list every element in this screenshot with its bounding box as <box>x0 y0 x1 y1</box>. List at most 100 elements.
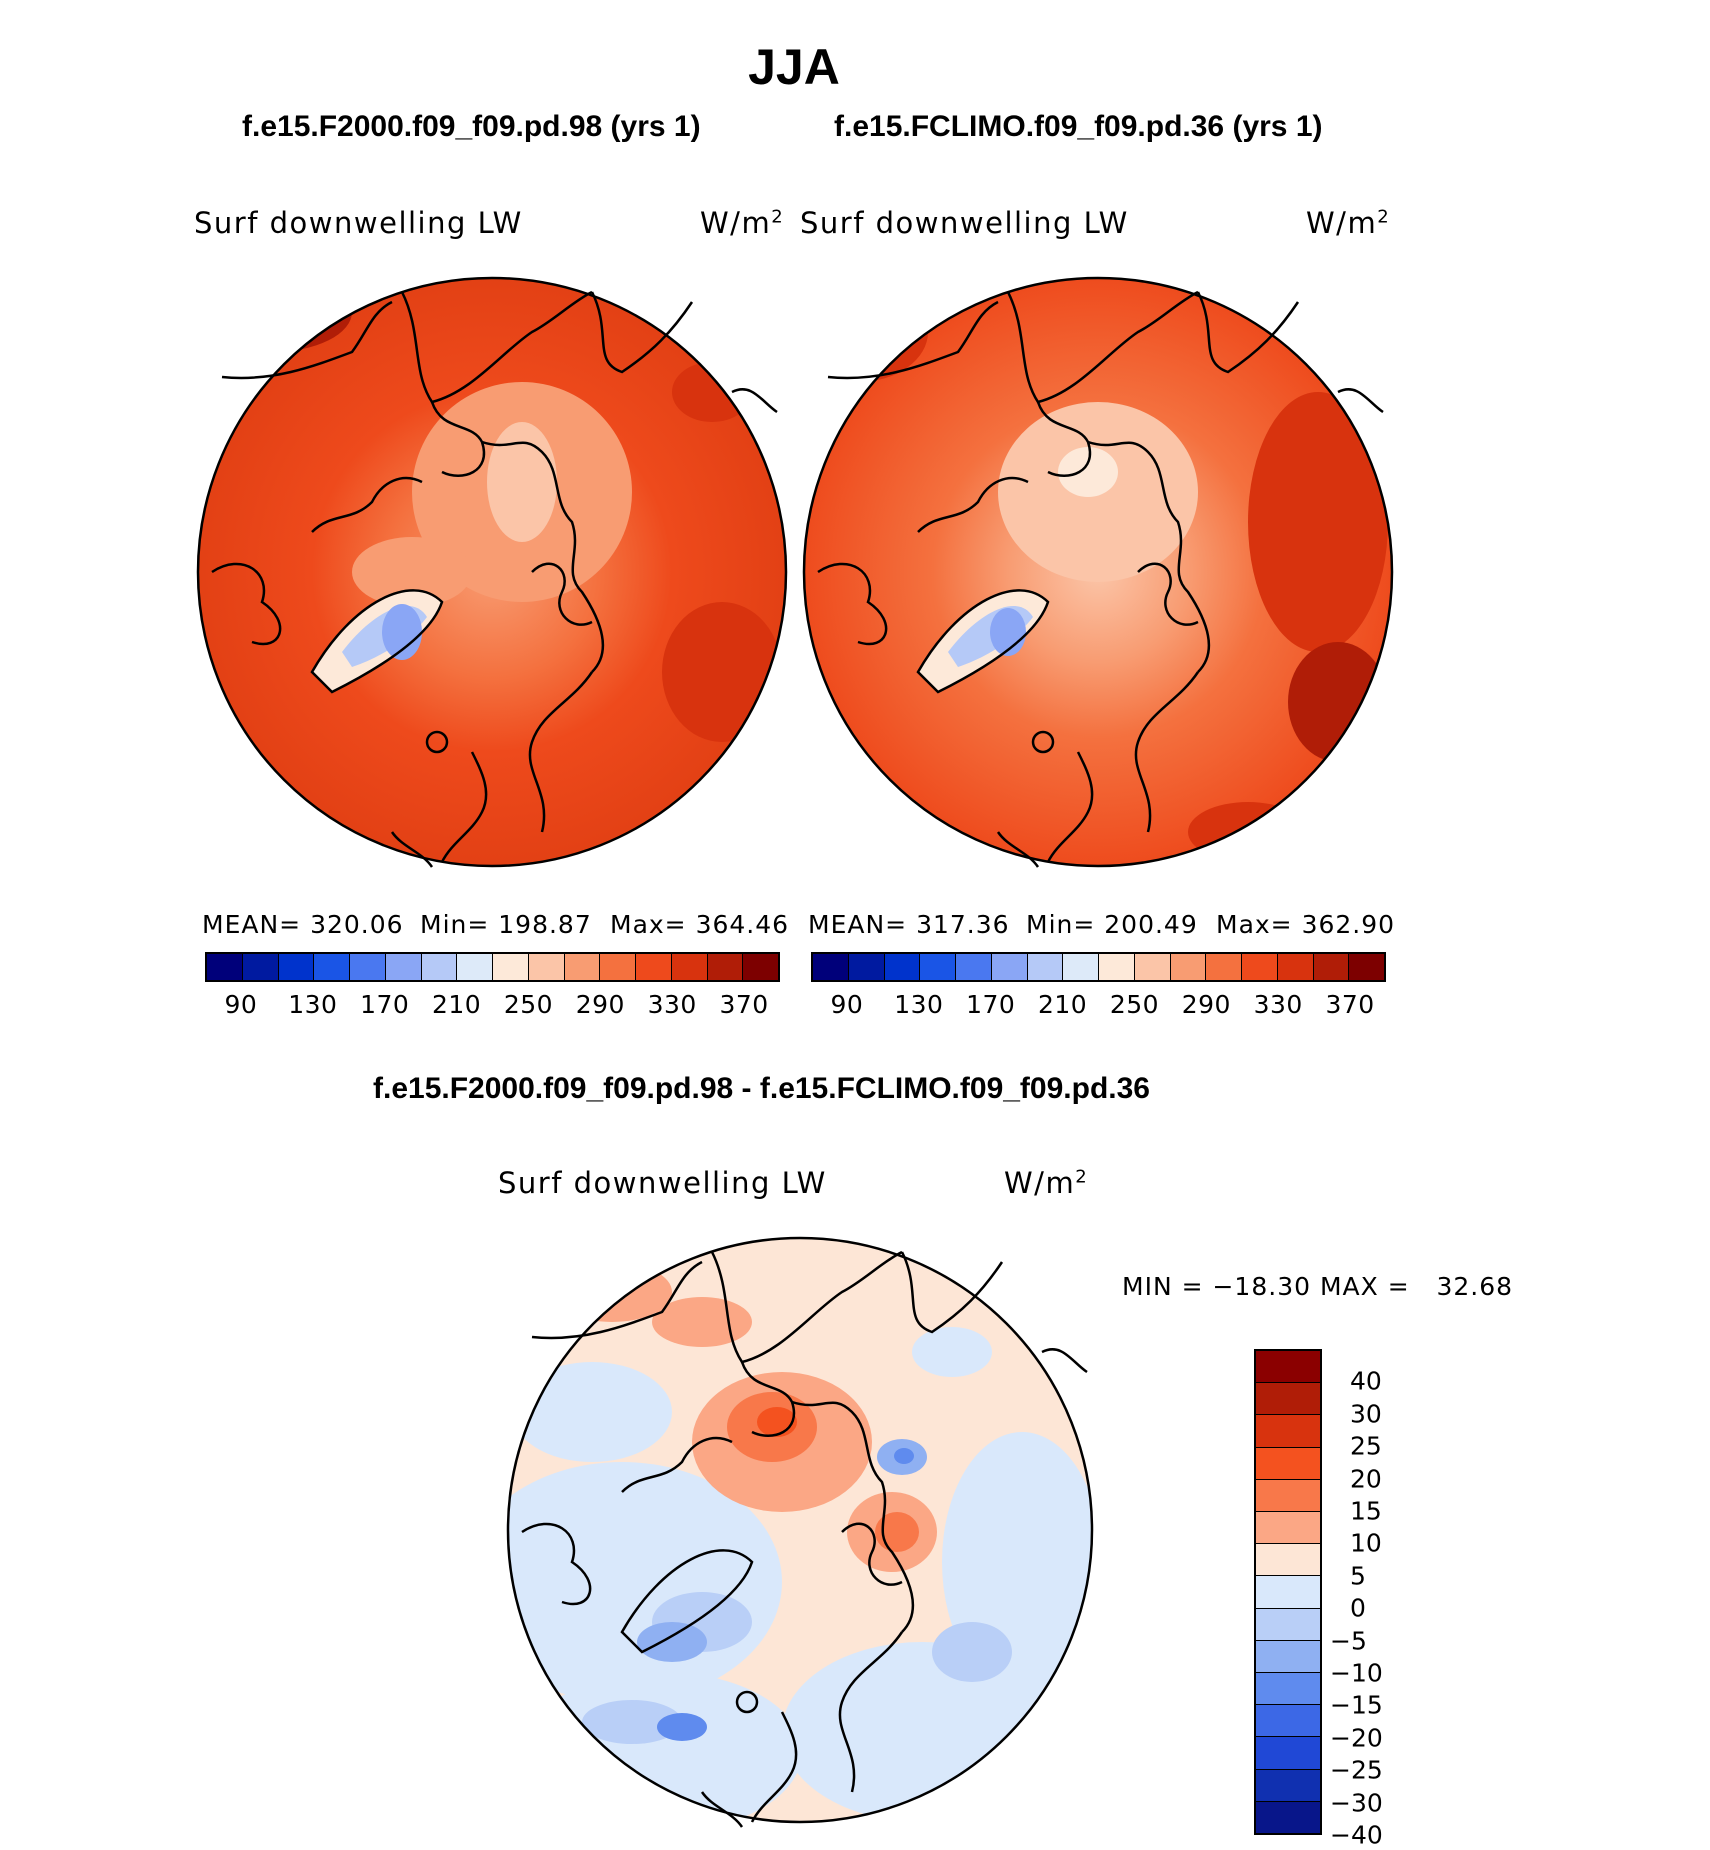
colorbar-tick-label: 30 <box>1350 1399 1382 1429</box>
colorbar-box <box>636 954 672 980</box>
colorbar-tick-label: 210 <box>1037 990 1088 1019</box>
colorbar-box <box>1349 954 1384 980</box>
colorbar-tick-label: 250 <box>1109 990 1160 1019</box>
colorbar-box <box>1256 1705 1320 1738</box>
colorbar-tick-label: 170 <box>966 990 1016 1019</box>
colorbar-tick-label: −5 <box>1330 1626 1367 1656</box>
colorbar-tick-label: 130 <box>288 990 338 1019</box>
colorbar-tick-label: −30 <box>1330 1788 1383 1818</box>
panel2-units: W/m2 <box>1306 206 1391 240</box>
colorbar-box <box>813 954 849 980</box>
colorbar-box <box>920 954 956 980</box>
colorbar-tick-label: 5 <box>1350 1561 1366 1591</box>
colorbar-tick-label: 250 <box>503 990 554 1019</box>
colorbar-box <box>314 954 350 980</box>
colorbar-box <box>743 954 778 980</box>
diff-coastlines <box>521 1250 1088 1828</box>
colorbar-box <box>1256 1801 1320 1834</box>
colorbar-tick-label: 15 <box>1350 1496 1382 1526</box>
colorbar-box <box>1242 954 1278 980</box>
panel2-min: Min= 200.49 <box>1026 910 1198 939</box>
colorbar-tick-label: 0 <box>1350 1593 1366 1623</box>
colorbar-box <box>242 954 279 980</box>
colorbar-box <box>1256 1512 1320 1545</box>
colorbar-box <box>564 954 601 980</box>
colorbar-tick-label: 330 <box>647 990 697 1019</box>
panel1-colorbar <box>205 952 780 982</box>
colorbar-box <box>1134 954 1171 980</box>
colorbar-box <box>207 954 243 980</box>
colorbar-box <box>1256 1608 1320 1641</box>
colorbar-box <box>1256 1447 1320 1480</box>
colorbar-box <box>1256 1640 1320 1674</box>
colorbar-tick-label: 90 <box>830 990 864 1019</box>
colorbar-box <box>457 954 493 980</box>
colorbar-tick-label: −20 <box>1330 1723 1383 1753</box>
colorbar-tick-label: 330 <box>1253 990 1303 1019</box>
colorbar-box <box>1063 954 1099 980</box>
colorbar-box <box>848 954 885 980</box>
colorbar-tick-label: 210 <box>431 990 482 1019</box>
main-title: JJA <box>748 39 840 95</box>
colorbar-box <box>278 954 315 980</box>
diff-variable-label: Surf downwelling LW <box>498 1166 827 1200</box>
colorbar-box <box>1313 954 1350 980</box>
colorbar-box <box>1256 1737 1320 1770</box>
colorbar-box <box>707 954 744 980</box>
colorbar-tick-label: 40 <box>1350 1366 1382 1396</box>
panel1-coastlines <box>211 290 778 868</box>
panel2-coastlines <box>817 290 1384 868</box>
colorbar-box <box>671 954 708 980</box>
colorbar-box <box>1256 1576 1320 1609</box>
panel2-case-title: f.e15.FCLIMO.f09_f09.pd.36 (yrs 1) <box>834 110 1323 143</box>
colorbar-box <box>421 954 458 980</box>
colorbar-box <box>1256 1415 1320 1448</box>
colorbar-box <box>956 954 992 980</box>
colorbar-box <box>350 954 386 980</box>
colorbar-box <box>1256 1769 1320 1802</box>
panel1-variable-label: Surf downwelling LW <box>194 206 523 240</box>
colorbar-tick-label: 25 <box>1350 1431 1382 1461</box>
panel2-colorbar <box>811 952 1386 982</box>
panel2-polar-map <box>802 276 1394 868</box>
colorbar-tick-label: −25 <box>1330 1755 1383 1785</box>
colorbar-box <box>1256 1544 1320 1577</box>
colorbar-tick-label: 90 <box>224 990 258 1019</box>
panel1-case-title: f.e15.F2000.f09_f09.pd.98 (yrs 1) <box>242 110 701 143</box>
colorbar-tick-label: 20 <box>1350 1464 1382 1494</box>
panel1-mean: MEAN= 320.06 <box>202 910 404 939</box>
colorbar-tick-label: 170 <box>360 990 410 1019</box>
panel1-min: Min= 198.87 <box>420 910 592 939</box>
colorbar-tick-label: 290 <box>575 990 625 1019</box>
colorbar-box <box>1170 954 1207 980</box>
colorbar-box <box>1277 954 1314 980</box>
diff-units: W/m2 <box>1004 1166 1089 1200</box>
panel2-max: Max= 362.90 <box>1216 910 1396 939</box>
diff-minmax: MIN = −18.30 MAX = 32.68 <box>1122 1272 1514 1301</box>
colorbar-tick-label: 130 <box>894 990 944 1019</box>
panel1-polar-map <box>196 276 788 868</box>
colorbar-tick-label: −40 <box>1330 1820 1383 1850</box>
colorbar-tick-label: 370 <box>1325 990 1375 1019</box>
colorbar-tick-label: −15 <box>1330 1690 1383 1720</box>
panel1-units: W/m2 <box>700 206 785 240</box>
colorbar-tick-label: 370 <box>719 990 769 1019</box>
panel1-max: Max= 364.46 <box>610 910 790 939</box>
colorbar-box <box>600 954 636 980</box>
colorbar-box <box>1256 1351 1320 1384</box>
colorbar-tick-label: 10 <box>1350 1528 1382 1558</box>
colorbar-box <box>528 954 565 980</box>
panel2-variable-label: Surf downwelling LW <box>800 206 1129 240</box>
colorbar-box <box>1256 1383 1320 1416</box>
colorbar-box <box>385 954 422 980</box>
colorbar-tick-label: −10 <box>1330 1658 1383 1688</box>
diff-polar-map <box>506 1236 1094 1828</box>
colorbar-box <box>1027 954 1064 980</box>
colorbar-box <box>1256 1673 1320 1706</box>
colorbar-tick-label: 290 <box>1181 990 1231 1019</box>
diff-title: f.e15.F2000.f09_f09.pd.98 - f.e15.FCLIMO… <box>373 1072 1150 1105</box>
diff-colorbar <box>1254 1349 1322 1835</box>
colorbar-box <box>493 954 529 980</box>
colorbar-box <box>1256 1479 1320 1513</box>
panel2-mean: MEAN= 317.36 <box>808 910 1010 939</box>
